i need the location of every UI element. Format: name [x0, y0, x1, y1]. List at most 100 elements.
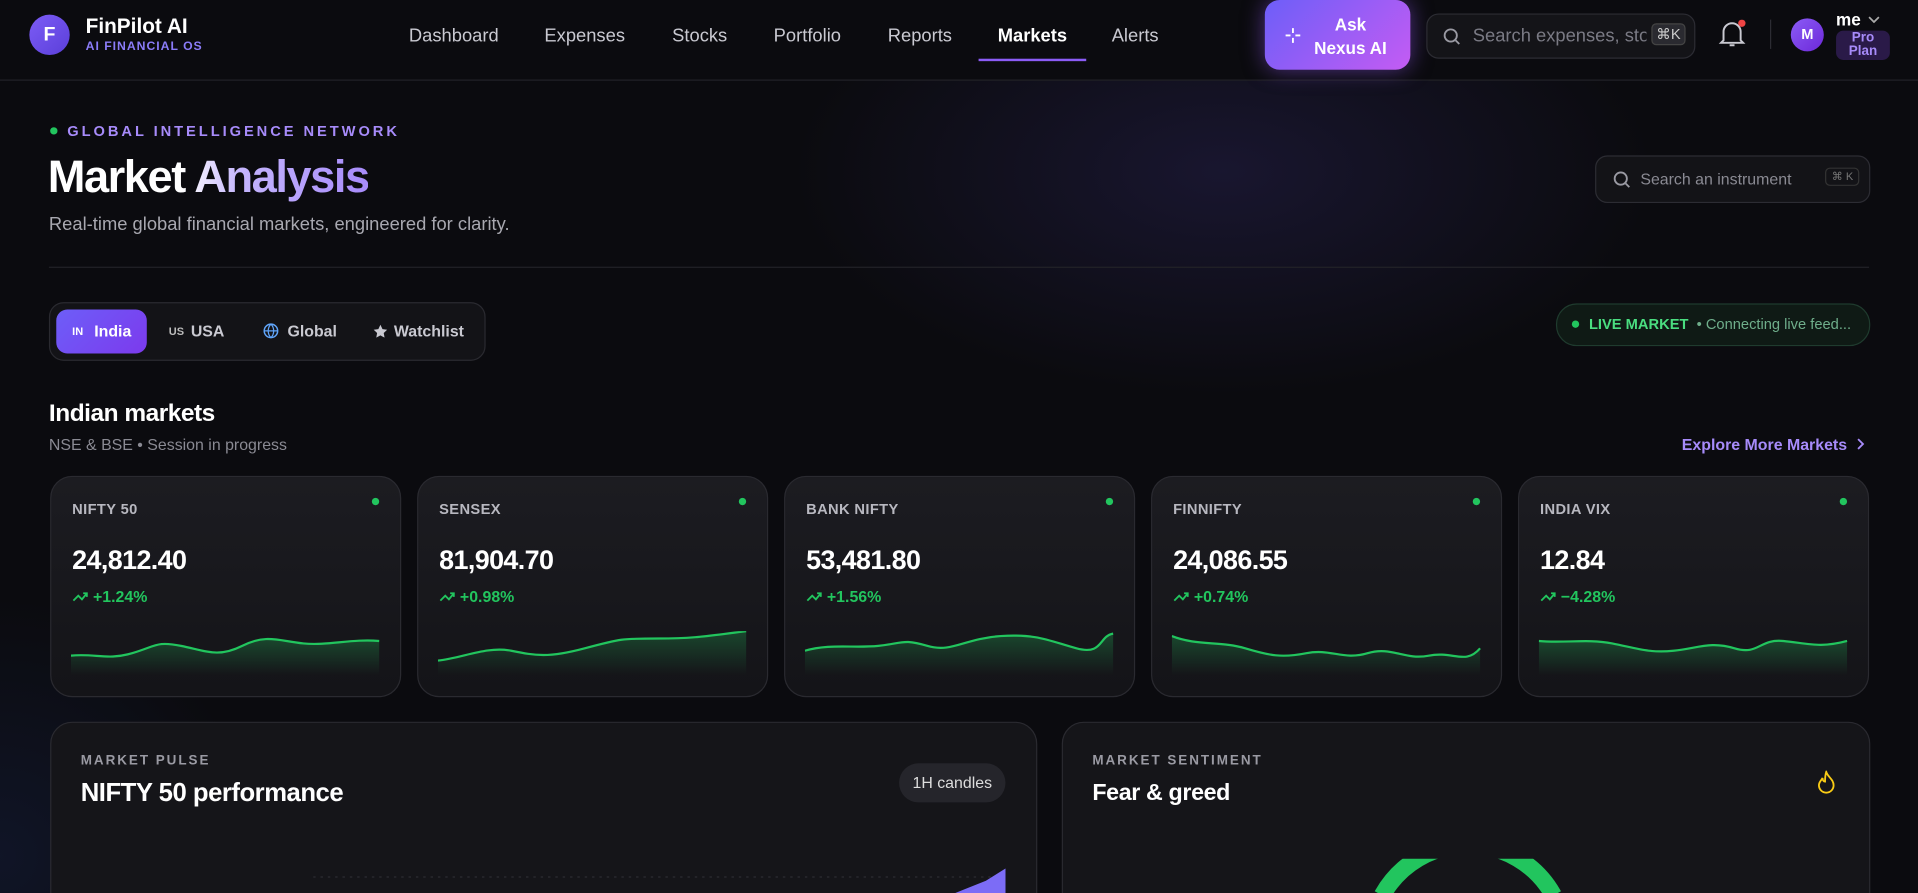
card-name: NIFTY 50 [72, 500, 138, 518]
chevron-right [1857, 438, 1865, 450]
status-dot [1839, 497, 1848, 506]
pulse-eyebrow: MARKET PULSE [80, 753, 211, 769]
live-dot [50, 127, 58, 135]
card-value: 24,812.40 [72, 544, 187, 575]
tab-label[interactable]: India [94, 321, 132, 341]
ask-label: Ask Nexus AI [1314, 14, 1387, 58]
explore-link[interactable]: Explore More Markets [1681, 435, 1848, 454]
card-change: +0.98% [459, 587, 515, 606]
sparkline-area [1171, 636, 1481, 676]
card-name: SENSEX [439, 500, 501, 518]
sparkline-line [804, 632, 1114, 652]
tab-flag: US [168, 325, 185, 338]
trend-icon [1540, 592, 1556, 602]
card-name: BANK NIFTY [806, 500, 899, 518]
sparkline [804, 632, 1114, 676]
card-change: +1.24% [92, 587, 148, 606]
sparkline-line [1538, 639, 1848, 653]
card-value: 24,086.55 [1173, 544, 1288, 575]
index-card[interactable]: FINNIFTY 24,086.55 +0.74% [1151, 475, 1503, 698]
globe-icon [263, 323, 279, 339]
tab-label[interactable]: USA [190, 321, 225, 341]
instrument-search[interactable]: Search an instrument ⌘ K [1595, 155, 1871, 204]
trend-icon [439, 592, 455, 602]
index-card[interactable]: NIFTY 50 24,812.40 +1.24% [50, 475, 402, 698]
nav-item-active[interactable]: Markets [997, 25, 1068, 47]
nav-item[interactable]: Expenses [544, 25, 625, 47]
index-card[interactable]: BANK NIFTY 53,481.80 +1.56% [784, 475, 1136, 698]
user-name: me [1836, 9, 1861, 30]
ask-button[interactable]: Ask Nexus AI [1264, 0, 1411, 70]
status-dot [1472, 497, 1481, 506]
avatar[interactable]: M [1790, 18, 1824, 52]
nav-underline [978, 58, 1087, 62]
chevron [1868, 16, 1880, 24]
candles-badge[interactable]: 1H candles [899, 763, 1006, 803]
star-icon [373, 324, 388, 338]
live-pill [1555, 303, 1871, 347]
page-subtitle: Real-time global financial markets, engi… [48, 214, 510, 235]
sparkline [1538, 639, 1848, 676]
card-change: −4.28% [1560, 587, 1616, 606]
nav-item[interactable]: Dashboard [408, 25, 499, 47]
sparkle-icon [1285, 28, 1301, 43]
tab-label[interactable]: Global [287, 321, 337, 341]
sparkline-area [437, 631, 747, 676]
brand-tagline: AI FINANCIAL OS [85, 40, 203, 54]
section-title: Indian markets [48, 399, 215, 427]
section-subtitle: NSE & BSE • Session in progress [48, 435, 287, 454]
eyebrow: GLOBAL INTELLIGENCE NETWORK [67, 122, 400, 140]
sparkline [1171, 635, 1481, 676]
tab-active[interactable] [56, 309, 147, 354]
header-divider [48, 266, 1870, 268]
sparkline-line [70, 637, 380, 658]
live-status: LIVE MARKET [1588, 315, 1689, 333]
status-dot [371, 497, 380, 506]
index-card[interactable]: INDIA VIX 12.84 −4.28% [1518, 475, 1870, 698]
pulse-chart-edge [313, 868, 1006, 893]
pulse-title: NIFTY 50 performance [80, 779, 344, 808]
brand-name: FinPilot AI [85, 14, 188, 38]
live-message: • Connecting live feed... [1696, 315, 1852, 333]
sparkline-area [1538, 640, 1848, 676]
search-placeholder: Search expenses, stoc [1472, 25, 1647, 47]
search-shortcut: ⌘K [1651, 23, 1686, 46]
logo[interactable]: F [29, 14, 70, 56]
nav-item[interactable]: Reports [887, 25, 952, 47]
instrument-shortcut: ⌘ K [1825, 167, 1860, 186]
live-dot [1571, 320, 1580, 328]
card-name: INDIA VIX [1540, 500, 1611, 518]
status-dot [738, 497, 747, 506]
tab-label[interactable]: Watchlist [393, 321, 464, 341]
sparkline [437, 631, 747, 676]
sentiment-title: Fear & greed [1092, 780, 1231, 807]
index-card[interactable]: SENSEX 81,904.70 +0.98% [417, 475, 769, 698]
nav-item[interactable]: Stocks [672, 25, 728, 47]
trend-icon [72, 592, 88, 602]
trend-icon [806, 592, 822, 602]
search-box[interactable]: Search expenses, stoc ⌘K [1426, 13, 1696, 59]
card-name: FINNIFTY [1173, 500, 1243, 518]
divider [1769, 19, 1772, 49]
pulse-panel [50, 721, 1038, 893]
sentiment-panel [1061, 721, 1871, 893]
card-change: +1.56% [826, 587, 882, 606]
sparkline-area [804, 633, 1114, 676]
tab-flag: IN [72, 325, 84, 338]
nav-item[interactable]: Alerts [1111, 25, 1159, 47]
plan-badge: Pro Plan [1836, 30, 1890, 60]
sentiment-eyebrow: MARKET SENTIMENT [1092, 753, 1263, 769]
search-icon [1613, 171, 1630, 188]
status-dot [1105, 497, 1114, 506]
instrument-placeholder: Search an instrument [1640, 170, 1792, 189]
trend-icon [1173, 592, 1189, 602]
nav-item[interactable]: Portfolio [773, 25, 841, 47]
flame-icon [1818, 770, 1835, 794]
gauge-arc [1374, 858, 1561, 893]
sparkline-line [1171, 635, 1481, 658]
bell-icon[interactable] [1718, 19, 1746, 49]
card-change: +0.74% [1193, 587, 1249, 606]
card-value: 53,481.80 [806, 544, 921, 575]
